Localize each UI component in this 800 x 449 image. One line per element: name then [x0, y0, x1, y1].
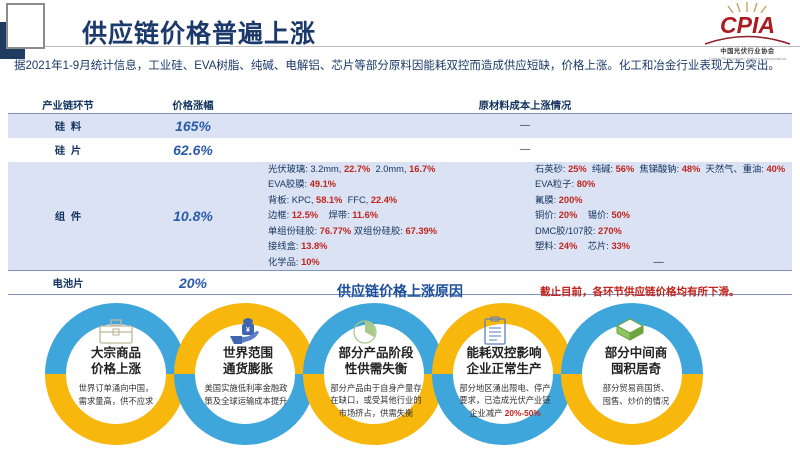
svg-text:¥: ¥ [246, 327, 250, 334]
